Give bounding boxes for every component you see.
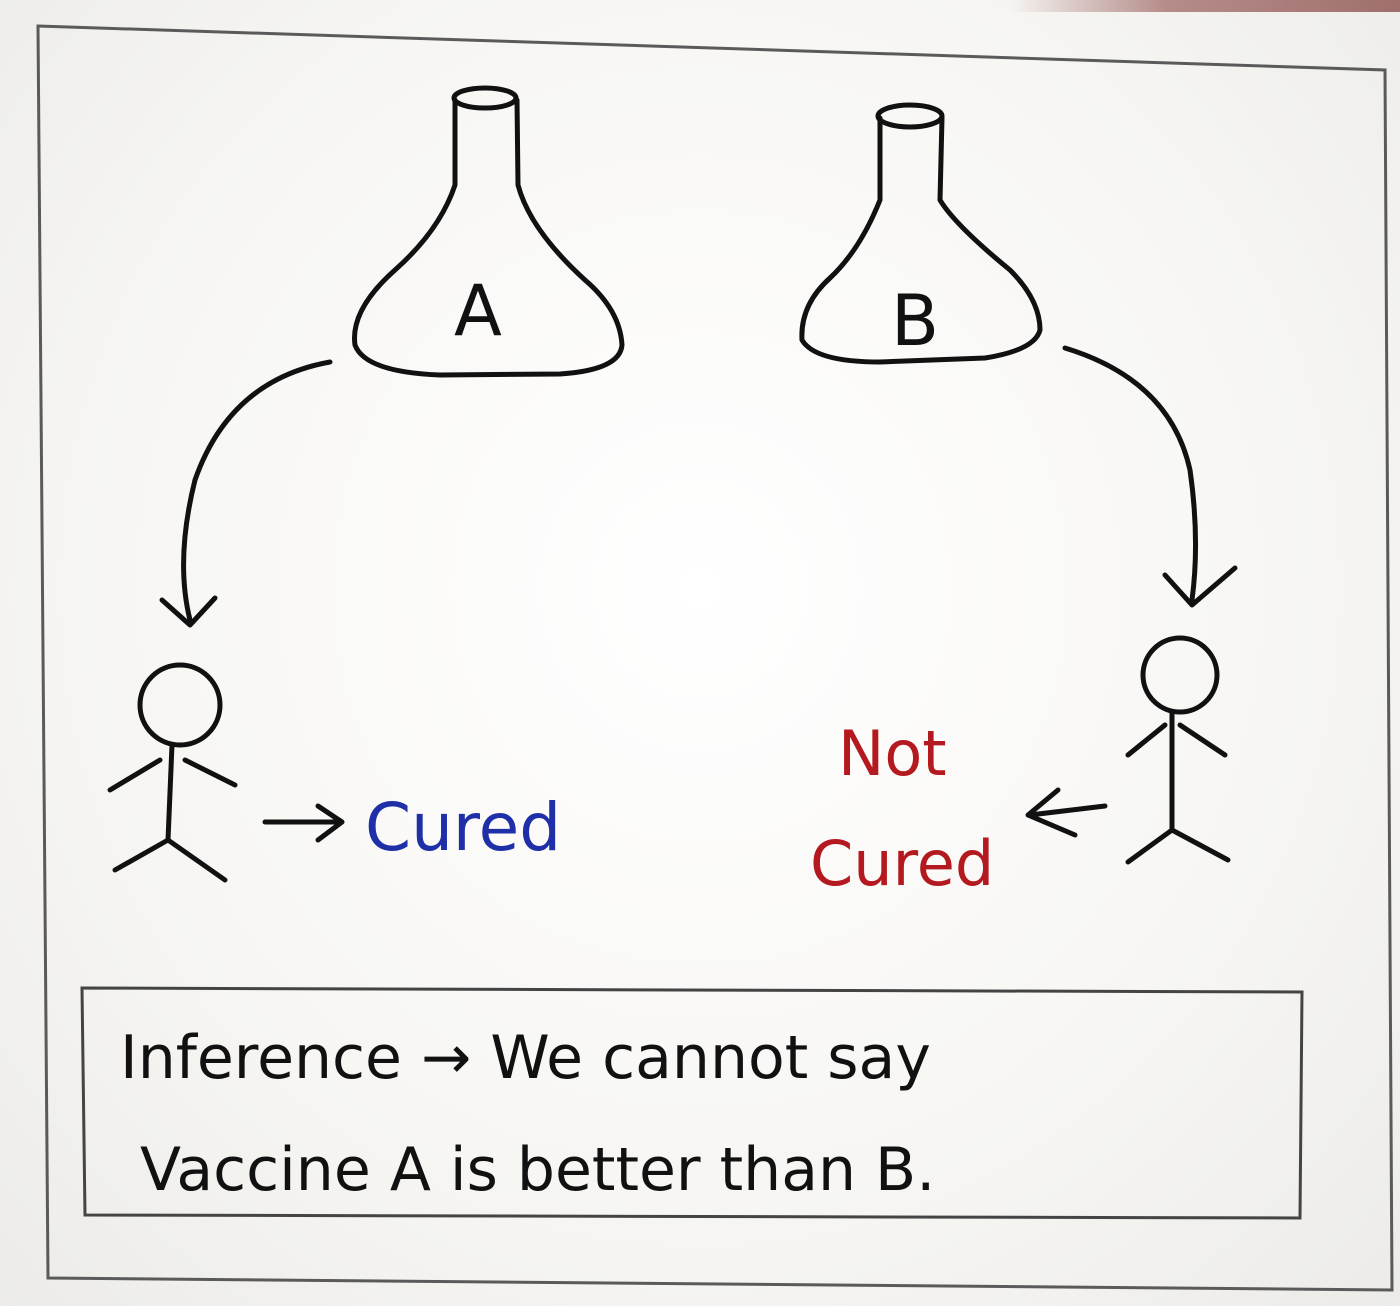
arrow-b-head: [1162, 565, 1238, 608]
flask-a: A: [352, 85, 625, 378]
person-b-figure: [1125, 635, 1231, 865]
flask-b: B: [799, 102, 1043, 365]
not-cured-label-line1: Not: [838, 717, 947, 790]
flask-b-label: B: [891, 280, 939, 362]
inference-line2: Vaccine A is better than B.: [140, 1135, 935, 1205]
person-a-figure: [107, 662, 238, 883]
inference-line1: Inference → We cannot say: [120, 1023, 931, 1093]
arrow-to-not-cured: [1025, 787, 1108, 838]
paper-edge-strip: [1010, 0, 1400, 12]
flask-a-label: A: [454, 270, 502, 352]
arrow-a-to-person: [181, 359, 333, 623]
arrow-b-to-person: [1062, 345, 1199, 603]
arrow-to-cured: [262, 803, 345, 843]
cured-label: Cured: [365, 789, 561, 866]
arrow-a-head: [159, 595, 218, 628]
not-cured-label-line2: Cured: [810, 827, 994, 900]
outer-frame: [36, 24, 1394, 1292]
inference-box: [80, 986, 1304, 1220]
